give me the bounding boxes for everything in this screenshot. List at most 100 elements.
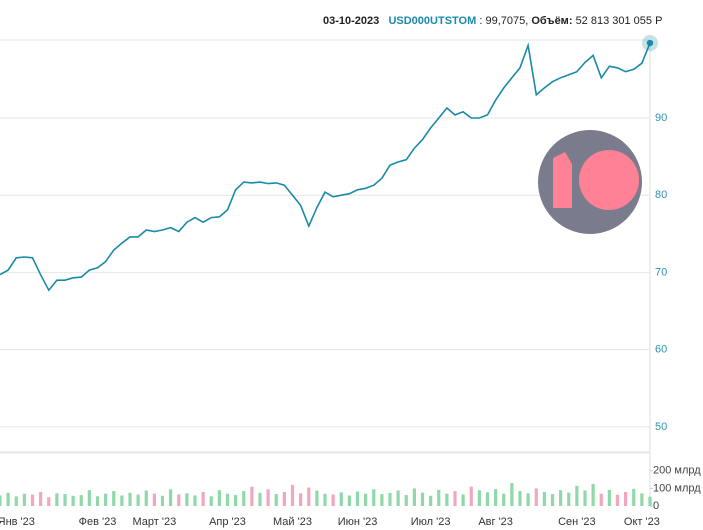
volume-bar — [104, 493, 108, 506]
volume-bar — [429, 495, 433, 506]
header: 03-10-2023 USD000UTSTOM : 99,7075, Объём… — [323, 15, 662, 27]
volume-bar — [640, 493, 644, 506]
volume-bar — [518, 491, 522, 506]
last-point — [646, 39, 654, 47]
volume-bar — [128, 492, 132, 506]
volume-bar — [95, 496, 100, 506]
volume-bar — [136, 494, 140, 506]
volume-bar — [420, 492, 425, 506]
x-tick-label: Июн '23 — [338, 516, 378, 528]
volume-bar — [71, 495, 75, 506]
volume-bar — [6, 492, 10, 506]
volume-bar — [120, 495, 124, 506]
volume-bar — [347, 495, 351, 506]
volume-bar — [559, 490, 563, 506]
volume-bar — [364, 493, 368, 506]
price: : 99,7075, — [479, 15, 529, 27]
volume-bar — [22, 493, 26, 506]
price-line — [0, 42, 651, 292]
volume-bar — [461, 494, 465, 506]
volume-bar — [380, 494, 384, 506]
volume-bar — [632, 488, 636, 506]
x-tick-label: Май '23 — [273, 516, 312, 528]
volume-bar — [0, 495, 2, 506]
logo-zero — [579, 150, 639, 210]
volume-bar — [445, 493, 449, 506]
volume-bar — [494, 489, 498, 506]
volume-bar — [14, 496, 18, 506]
volume-bar — [477, 490, 481, 506]
volume-bar — [567, 492, 571, 506]
volume-bar — [575, 485, 579, 506]
volume-bar — [282, 491, 286, 506]
volume-bar — [87, 490, 91, 506]
x-tick-label: Март '23 — [133, 516, 177, 528]
logo-one — [553, 152, 572, 208]
volume-bar — [160, 495, 165, 506]
volume-bar — [112, 491, 116, 506]
volume-bar — [534, 488, 538, 506]
volume-bar — [453, 491, 457, 506]
y2-tick-label: 100 млрд — [653, 482, 701, 494]
x-tick-label: Апр '23 — [209, 516, 246, 528]
volume-bar — [599, 493, 603, 506]
volume-bar — [185, 493, 189, 506]
volume-bar — [225, 493, 230, 506]
volume-bar — [331, 494, 335, 506]
volume-bar — [485, 492, 490, 506]
volume-bar — [234, 495, 238, 506]
volume-bar — [404, 495, 408, 506]
volume-bar — [193, 495, 197, 506]
volume-bar — [412, 488, 416, 506]
y-tick-label: 60 — [655, 344, 667, 356]
volume-bar — [542, 491, 546, 506]
volume-bar — [39, 491, 43, 506]
volume-bar — [315, 490, 319, 506]
volume-bar — [388, 492, 392, 506]
volume-bar — [550, 494, 555, 506]
volume-bar — [648, 496, 652, 506]
volume-bar — [583, 490, 587, 506]
volume-bar — [250, 486, 254, 506]
y2-tick-label: 200 млрд — [653, 465, 701, 477]
volume-bar — [79, 495, 83, 506]
volume-bar — [355, 491, 360, 506]
volume-bar — [201, 491, 205, 506]
volume-bar — [55, 493, 59, 506]
volume-bar — [510, 483, 514, 506]
volume-bar — [290, 484, 295, 506]
y-tick-label: 80 — [655, 189, 667, 201]
volume-bar — [469, 486, 473, 506]
x-tick-label: Июл '23 — [411, 516, 451, 528]
volume-bar — [372, 489, 376, 506]
volume-bar — [152, 493, 156, 506]
y-tick-label: 90 — [655, 112, 667, 124]
volume-bar — [437, 489, 441, 506]
volume-bar — [209, 496, 213, 506]
volume-bar — [177, 494, 181, 506]
ticker: USD000UTSTOM — [388, 15, 477, 27]
volume-bar — [274, 494, 278, 506]
volume-bar — [169, 489, 173, 506]
x-tick-label: Авг '23 — [478, 516, 513, 528]
volume-bar — [217, 490, 221, 506]
volume-bar — [526, 493, 530, 506]
date: 03-10-2023 — [323, 15, 380, 27]
volume-bar — [307, 487, 311, 506]
volume-bar — [502, 493, 506, 506]
volume-bar — [339, 492, 343, 506]
volume-bar — [591, 484, 595, 506]
volume-bar — [47, 497, 51, 506]
volume-bar — [144, 490, 148, 506]
volume-bar — [299, 493, 303, 506]
volume-bar — [242, 491, 246, 506]
volume-bar — [63, 494, 67, 506]
volume-bar — [607, 489, 611, 506]
x-tick-label: Фев '23 — [79, 516, 117, 528]
logo — [538, 130, 642, 234]
x-tick-label: Окт '23 — [624, 516, 660, 528]
volume-bar — [266, 489, 270, 506]
x-tick-label: Сен '23 — [558, 516, 596, 528]
